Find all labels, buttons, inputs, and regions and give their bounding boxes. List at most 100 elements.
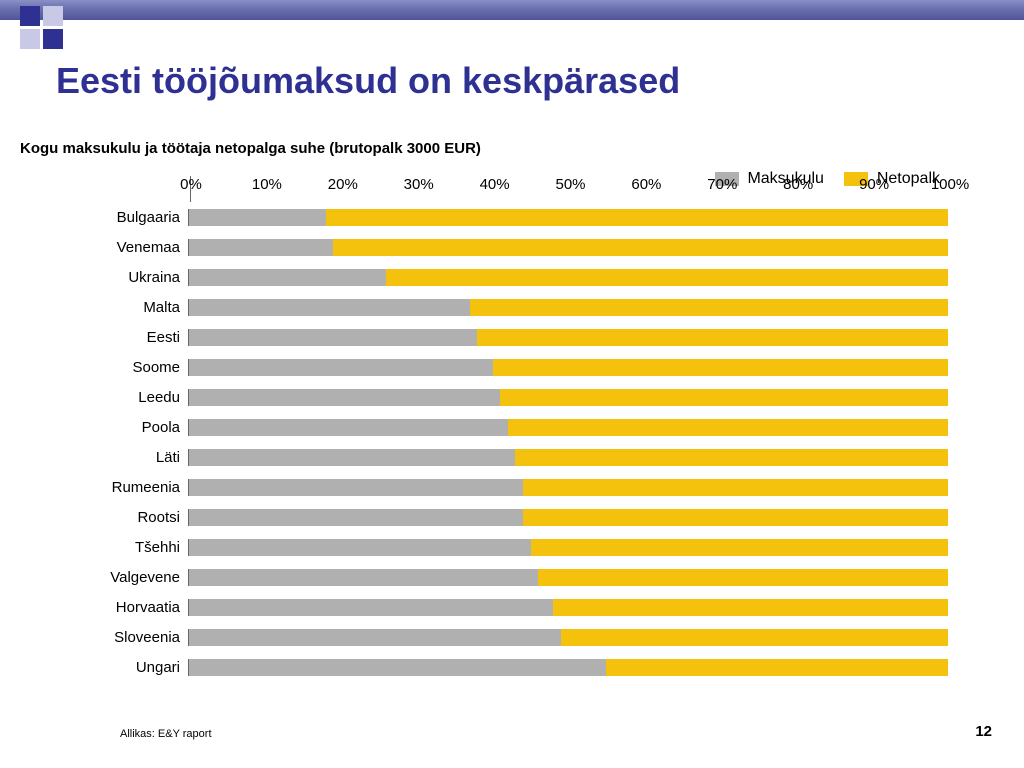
bar-segment-netopalk (606, 659, 948, 676)
x-tick: 50% (555, 176, 585, 193)
country-label: Tšehhi (70, 539, 188, 556)
bar-segment-maksukulu (189, 479, 523, 496)
bar-segment-netopalk (500, 389, 948, 406)
country-label: Leedu (70, 389, 188, 406)
bar-segment-netopalk (523, 479, 948, 496)
x-tick: 30% (404, 176, 434, 193)
slide-title: Eesti tööjõumaksud on keskpärased (56, 60, 680, 102)
x-tick: 40% (480, 176, 510, 193)
x-tick: 100% (931, 176, 969, 193)
country-label: Poola (70, 419, 188, 436)
country-label: Soome (70, 359, 188, 376)
bar (188, 659, 948, 676)
page-number: 12 (975, 723, 992, 740)
bar-segment-maksukulu (189, 389, 500, 406)
x-tick: 70% (707, 176, 737, 193)
bar-segment-maksukulu (189, 269, 386, 286)
country-label: Eesti (70, 329, 188, 346)
country-label: Sloveenia (70, 629, 188, 646)
bar-segment-maksukulu (189, 539, 531, 556)
bar (188, 239, 948, 256)
bar-segment-maksukulu (189, 359, 493, 376)
country-label: Valgevene (70, 569, 188, 586)
bar (188, 209, 948, 226)
bar (188, 269, 948, 286)
bar-segment-maksukulu (189, 329, 477, 346)
table-row: Sloveenia (70, 622, 970, 652)
chart-container: Maksukulu Netopalk 0%10%20%30%40%50%60%7… (70, 176, 970, 682)
bar-segment-netopalk (493, 359, 948, 376)
bar (188, 329, 948, 346)
country-label: Ungari (70, 659, 188, 676)
country-label: Läti (70, 449, 188, 466)
bar-segment-maksukulu (189, 419, 508, 436)
table-row: Ukraina (70, 262, 970, 292)
country-label: Rootsi (70, 509, 188, 526)
bar-segment-maksukulu (189, 509, 523, 526)
bar-segment-netopalk (386, 269, 948, 286)
bar-segment-netopalk (538, 569, 948, 586)
bar-segment-maksukulu (189, 599, 553, 616)
table-row: Venemaa (70, 232, 970, 262)
bar-segment-maksukulu (189, 659, 606, 676)
bar (188, 479, 948, 496)
bar-segment-maksukulu (189, 569, 538, 586)
x-tick: 0% (180, 176, 202, 193)
bar (188, 599, 948, 616)
x-tick: 90% (859, 176, 889, 193)
chart-x-axis: 0%10%20%30%40%50%60%70%80%90%100% (190, 176, 950, 202)
table-row: Horvaatia (70, 592, 970, 622)
country-label: Bulgaaria (70, 209, 188, 226)
bar (188, 539, 948, 556)
chart-bars: Bulgaaria Venemaa Ukraina Malta Eesti Soome Le… (70, 202, 970, 682)
x-tick: 10% (252, 176, 282, 193)
bar (188, 419, 948, 436)
bar (188, 569, 948, 586)
bar-segment-netopalk (553, 599, 948, 616)
bar-segment-maksukulu (189, 299, 470, 316)
bar-segment-netopalk (477, 329, 948, 346)
country-label: Rumeenia (70, 479, 188, 496)
bar (188, 299, 948, 316)
slide-subtitle: Kogu maksukulu ja töötaja netopalga suhe… (20, 140, 481, 157)
bar-segment-maksukulu (189, 629, 561, 646)
table-row: Leedu (70, 382, 970, 412)
bar-segment-maksukulu (189, 449, 515, 466)
bar (188, 389, 948, 406)
decorative-corner-squares (20, 6, 63, 49)
table-row: Tšehhi (70, 532, 970, 562)
table-row: Valgevene (70, 562, 970, 592)
country-label: Horvaatia (70, 599, 188, 616)
bar-segment-netopalk (515, 449, 948, 466)
x-tick: 60% (631, 176, 661, 193)
table-row: Bulgaaria (70, 202, 970, 232)
bar (188, 359, 948, 376)
table-row: Rumeenia (70, 472, 970, 502)
bar-segment-netopalk (326, 209, 948, 226)
table-row: Läti (70, 442, 970, 472)
bar-segment-netopalk (333, 239, 948, 256)
country-label: Malta (70, 299, 188, 316)
bar (188, 449, 948, 466)
bar-segment-netopalk (561, 629, 948, 646)
table-row: Soome (70, 352, 970, 382)
bar-segment-netopalk (531, 539, 948, 556)
decorative-topbar (0, 0, 1024, 20)
slide: Eesti tööjõumaksud on keskpärased Kogu m… (0, 0, 1024, 768)
table-row: Eesti (70, 322, 970, 352)
bar-segment-maksukulu (189, 239, 333, 256)
country-label: Venemaa (70, 239, 188, 256)
table-row: Poola (70, 412, 970, 442)
bar-segment-netopalk (470, 299, 948, 316)
table-row: Malta (70, 292, 970, 322)
bar-segment-netopalk (508, 419, 948, 436)
country-label: Ukraina (70, 269, 188, 286)
bar (188, 629, 948, 646)
bar-segment-netopalk (523, 509, 948, 526)
table-row: Ungari (70, 652, 970, 682)
table-row: Rootsi (70, 502, 970, 532)
source-text: Allikas: E&Y raport (120, 728, 212, 740)
bar-segment-maksukulu (189, 209, 326, 226)
bar (188, 509, 948, 526)
x-tick: 20% (328, 176, 358, 193)
